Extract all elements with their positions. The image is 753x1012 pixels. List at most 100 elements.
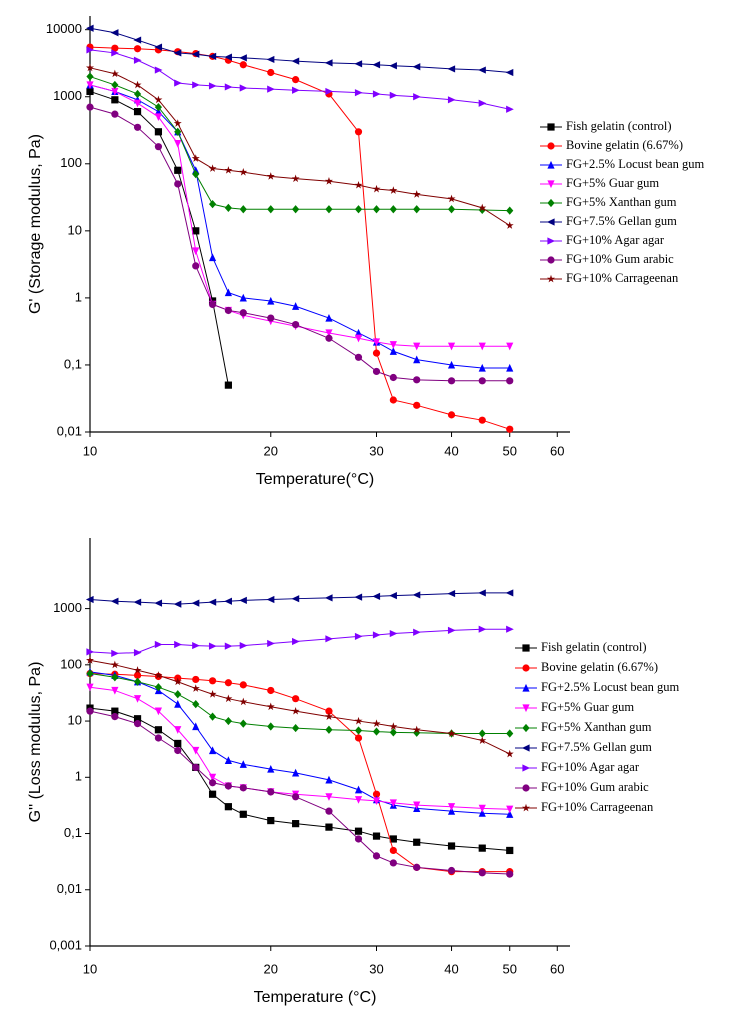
marker (133, 108, 142, 116)
marker (505, 749, 514, 758)
marker (192, 227, 200, 235)
marker (291, 174, 300, 183)
marker (354, 334, 363, 343)
marker (354, 716, 363, 725)
marker (478, 869, 486, 877)
marker (154, 734, 163, 742)
marker (506, 846, 514, 855)
x-tick-label: 10 (83, 443, 97, 458)
y-tick-label: 10 (68, 222, 82, 237)
marker (413, 728, 421, 737)
marker (389, 835, 397, 843)
marker (506, 729, 514, 738)
marker (266, 55, 275, 64)
marker (239, 810, 247, 818)
x-tick-label: 20 (264, 443, 278, 458)
marker (547, 180, 555, 189)
legend-label: FG+10% Agar agar (541, 760, 640, 774)
marker (478, 416, 486, 424)
marker (447, 360, 456, 369)
marker (174, 640, 182, 649)
marker (478, 804, 486, 813)
marker (86, 87, 94, 96)
marker (506, 363, 514, 372)
x-axis-title: Temperature (°C) (254, 989, 377, 1006)
x-tick-label: 40 (444, 961, 458, 976)
marker (478, 363, 486, 372)
legend-label: FG+7.5% Gellan gum (541, 740, 652, 754)
marker (224, 306, 232, 315)
marker (354, 726, 363, 735)
marker (208, 790, 217, 798)
marker (133, 99, 142, 108)
marker (389, 592, 397, 600)
marker (174, 180, 182, 188)
marker (447, 205, 456, 214)
y-tick-label: 1 (75, 769, 82, 784)
x-tick-label: 50 (502, 443, 516, 458)
marker (154, 113, 163, 122)
marker (154, 707, 163, 716)
marker (133, 123, 142, 131)
marker (447, 866, 456, 875)
marker (224, 53, 232, 61)
marker (372, 727, 381, 736)
marker (389, 629, 398, 638)
marker (447, 411, 456, 419)
y-tick-label: 0,01 (57, 881, 82, 896)
marker (354, 128, 363, 136)
y-tick-label: 100 (60, 656, 82, 671)
marker (547, 123, 555, 131)
marker (110, 660, 119, 669)
marker (324, 594, 333, 602)
marker (266, 595, 275, 604)
marker (266, 702, 275, 711)
y-tick-label: 0,1 (64, 825, 82, 840)
marker (292, 320, 300, 329)
marker (191, 50, 200, 58)
marker (192, 763, 200, 771)
marker (174, 166, 182, 174)
y-tick-label: 0,001 (49, 937, 82, 952)
marker (111, 49, 119, 57)
marker (267, 722, 275, 731)
marker (208, 712, 217, 721)
marker (154, 599, 163, 607)
marker (372, 338, 381, 347)
y-tick-label: 0,01 (57, 423, 82, 438)
marker (478, 66, 486, 74)
marker (522, 803, 530, 812)
series-line (89, 686, 510, 810)
marker (173, 600, 182, 608)
marker (389, 728, 397, 737)
marker (413, 863, 421, 871)
marker (208, 746, 217, 755)
marker (547, 142, 555, 150)
marker (413, 342, 421, 351)
marker (267, 68, 275, 77)
marker (174, 739, 182, 748)
marker (239, 309, 247, 317)
y-tick-label: 0,1 (64, 356, 82, 371)
marker (389, 846, 397, 855)
marker (239, 596, 247, 604)
marker (447, 803, 456, 811)
marker (208, 253, 217, 262)
y-tick-label: 1 (75, 289, 82, 304)
marker (174, 140, 182, 148)
x-tick-label: 10 (83, 961, 97, 976)
marker (239, 293, 247, 302)
marker (192, 81, 200, 89)
marker (413, 205, 421, 214)
marker (447, 807, 456, 815)
marker (224, 782, 232, 790)
marker (413, 628, 421, 636)
marker (389, 347, 397, 355)
marker (133, 715, 142, 723)
marker (267, 816, 275, 825)
marker (506, 377, 514, 385)
marker (325, 87, 334, 96)
marker (86, 669, 94, 678)
x-axis-title: Temperature(°C) (256, 471, 374, 488)
marker (154, 128, 163, 136)
